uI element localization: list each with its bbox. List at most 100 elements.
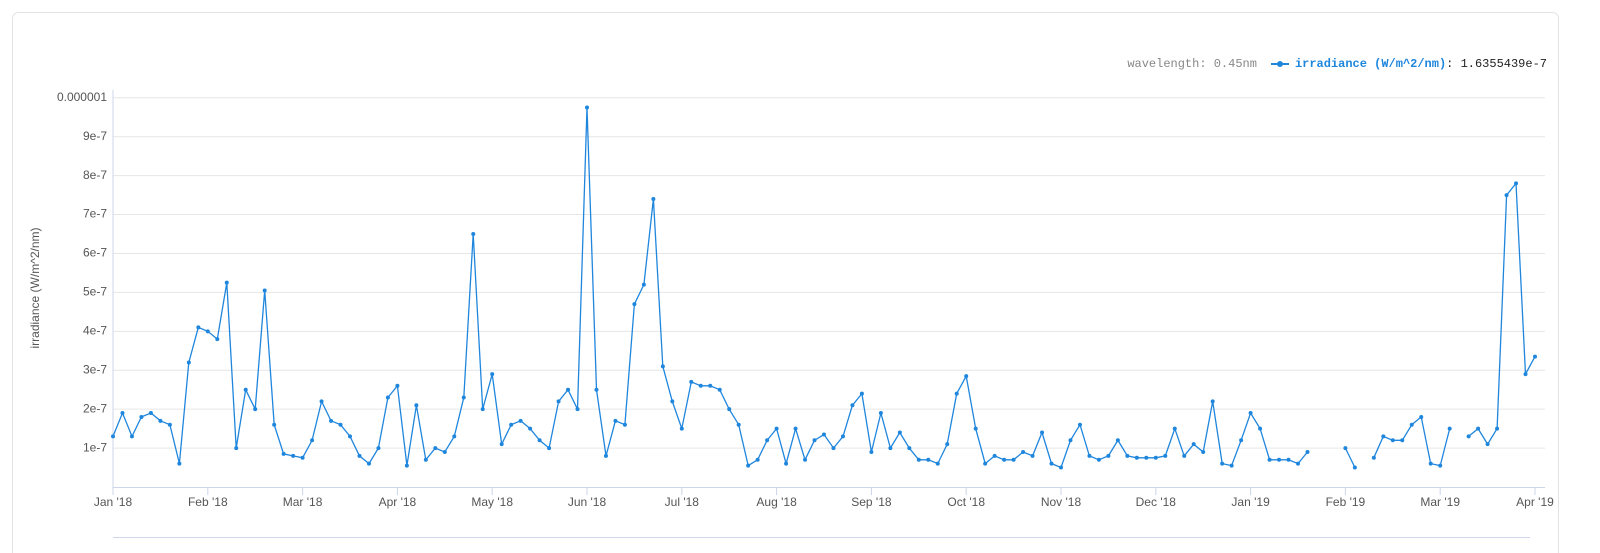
point bbox=[461, 395, 466, 400]
point bbox=[319, 399, 324, 404]
point bbox=[1343, 446, 1348, 451]
point bbox=[736, 422, 741, 427]
y-tick-label: 4e-7 bbox=[83, 323, 107, 337]
point bbox=[1220, 461, 1225, 466]
point bbox=[1305, 449, 1310, 454]
point bbox=[746, 463, 751, 468]
y-tick-label: 3e-7 bbox=[83, 362, 107, 376]
x-tick-label: Mar '19 bbox=[1420, 495, 1460, 509]
point bbox=[916, 457, 921, 462]
legend-marker bbox=[1270, 61, 1289, 67]
point bbox=[139, 414, 144, 419]
point bbox=[366, 461, 371, 466]
point bbox=[300, 455, 305, 460]
point bbox=[148, 411, 153, 416]
point bbox=[499, 442, 504, 447]
y-tick-label: 1e-7 bbox=[83, 440, 107, 454]
point bbox=[566, 387, 571, 392]
point bbox=[1115, 438, 1120, 443]
point bbox=[869, 449, 874, 454]
point bbox=[1390, 438, 1395, 443]
y-tick-label: 5e-7 bbox=[83, 285, 107, 299]
point bbox=[385, 395, 390, 400]
point bbox=[907, 446, 912, 451]
point bbox=[1296, 461, 1300, 466]
point bbox=[177, 461, 182, 466]
x-tick-label: Aug '18 bbox=[756, 495, 797, 509]
point bbox=[964, 374, 969, 379]
point bbox=[1447, 426, 1452, 431]
point bbox=[537, 438, 542, 443]
point bbox=[727, 407, 732, 412]
point bbox=[1096, 457, 1101, 462]
point bbox=[1125, 453, 1130, 458]
point bbox=[120, 411, 125, 416]
point bbox=[992, 453, 997, 458]
point bbox=[1514, 181, 1519, 186]
y-tick-label: 8e-7 bbox=[83, 168, 107, 182]
point bbox=[765, 438, 770, 443]
point bbox=[404, 463, 409, 468]
point bbox=[1059, 465, 1063, 470]
x-tick-label: May '18 bbox=[471, 495, 513, 509]
point bbox=[888, 446, 893, 451]
point bbox=[376, 446, 381, 451]
point bbox=[1087, 453, 1092, 458]
point bbox=[452, 434, 457, 439]
point bbox=[196, 325, 201, 330]
point bbox=[262, 288, 267, 293]
point bbox=[1286, 457, 1291, 462]
point bbox=[1163, 453, 1168, 458]
point bbox=[774, 426, 779, 431]
point bbox=[603, 453, 608, 458]
x-tick-label: Jun '18 bbox=[568, 495, 607, 509]
point bbox=[594, 387, 599, 392]
x-tick-label: Nov '18 bbox=[1041, 495, 1082, 509]
point bbox=[935, 461, 940, 466]
point bbox=[1172, 426, 1177, 431]
point bbox=[983, 461, 988, 466]
point bbox=[281, 451, 286, 456]
legend-name[interactable]: irradiance (W/m^2/nm) bbox=[1294, 57, 1447, 71]
point bbox=[186, 360, 191, 365]
point bbox=[1533, 354, 1537, 359]
point bbox=[613, 418, 618, 423]
x-tick-label: Oct '18 bbox=[947, 495, 985, 509]
point bbox=[1258, 426, 1263, 431]
point bbox=[1239, 438, 1244, 443]
point bbox=[1352, 465, 1357, 470]
point bbox=[1466, 434, 1471, 439]
point bbox=[1030, 453, 1035, 458]
x-tick-label: Jul '18 bbox=[665, 495, 700, 509]
point bbox=[518, 418, 523, 423]
point bbox=[878, 411, 883, 416]
point bbox=[632, 302, 637, 307]
x-tick-label: Mar '18 bbox=[283, 495, 323, 509]
point bbox=[1485, 442, 1490, 447]
panel bbox=[12, 12, 1559, 553]
point bbox=[1229, 463, 1234, 468]
point bbox=[556, 399, 561, 404]
point bbox=[1153, 455, 1158, 460]
point bbox=[1248, 411, 1253, 416]
point bbox=[329, 418, 334, 423]
point bbox=[840, 434, 845, 439]
point bbox=[291, 453, 296, 458]
point bbox=[1040, 430, 1045, 435]
point bbox=[1428, 461, 1433, 466]
point bbox=[926, 457, 931, 462]
point bbox=[1476, 426, 1481, 431]
point bbox=[1523, 372, 1528, 377]
point bbox=[1002, 457, 1007, 462]
point bbox=[243, 387, 248, 392]
point bbox=[660, 364, 665, 369]
point bbox=[1021, 449, 1026, 454]
point bbox=[1419, 414, 1424, 419]
point bbox=[1134, 455, 1139, 460]
point bbox=[1144, 455, 1149, 460]
x-tick-label: Feb '19 bbox=[1326, 495, 1366, 509]
point bbox=[528, 426, 533, 431]
point bbox=[1277, 457, 1282, 462]
